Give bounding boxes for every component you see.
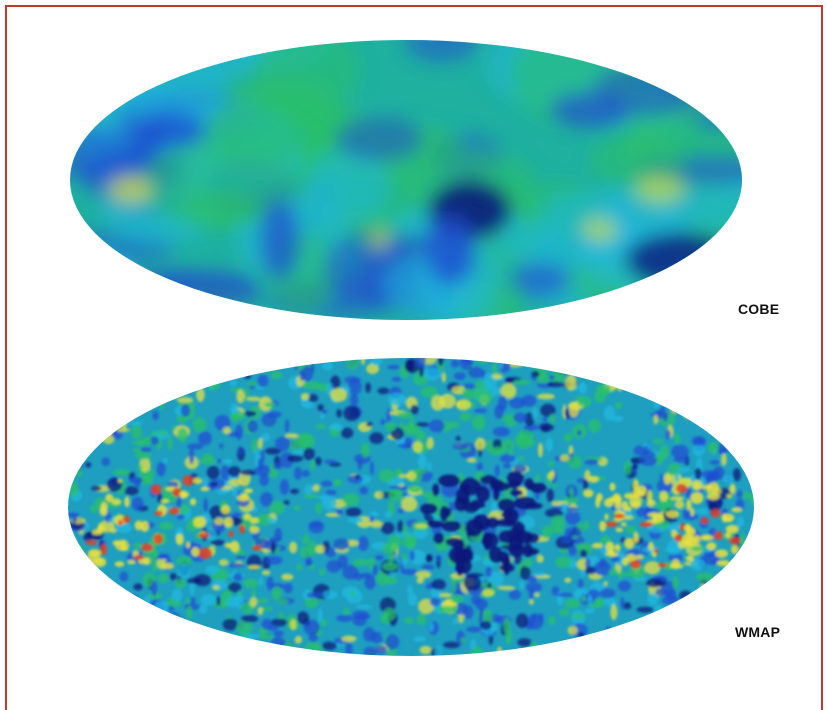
wmap-sky-map-image bbox=[68, 358, 754, 656]
cobe-sky-map bbox=[70, 40, 742, 320]
figure-frame bbox=[5, 5, 823, 710]
cobe-sky-map-image bbox=[70, 40, 742, 320]
wmap-sky-map bbox=[68, 358, 754, 656]
wmap-label: WMAP bbox=[735, 624, 781, 640]
cobe-label: COBE bbox=[738, 301, 780, 317]
